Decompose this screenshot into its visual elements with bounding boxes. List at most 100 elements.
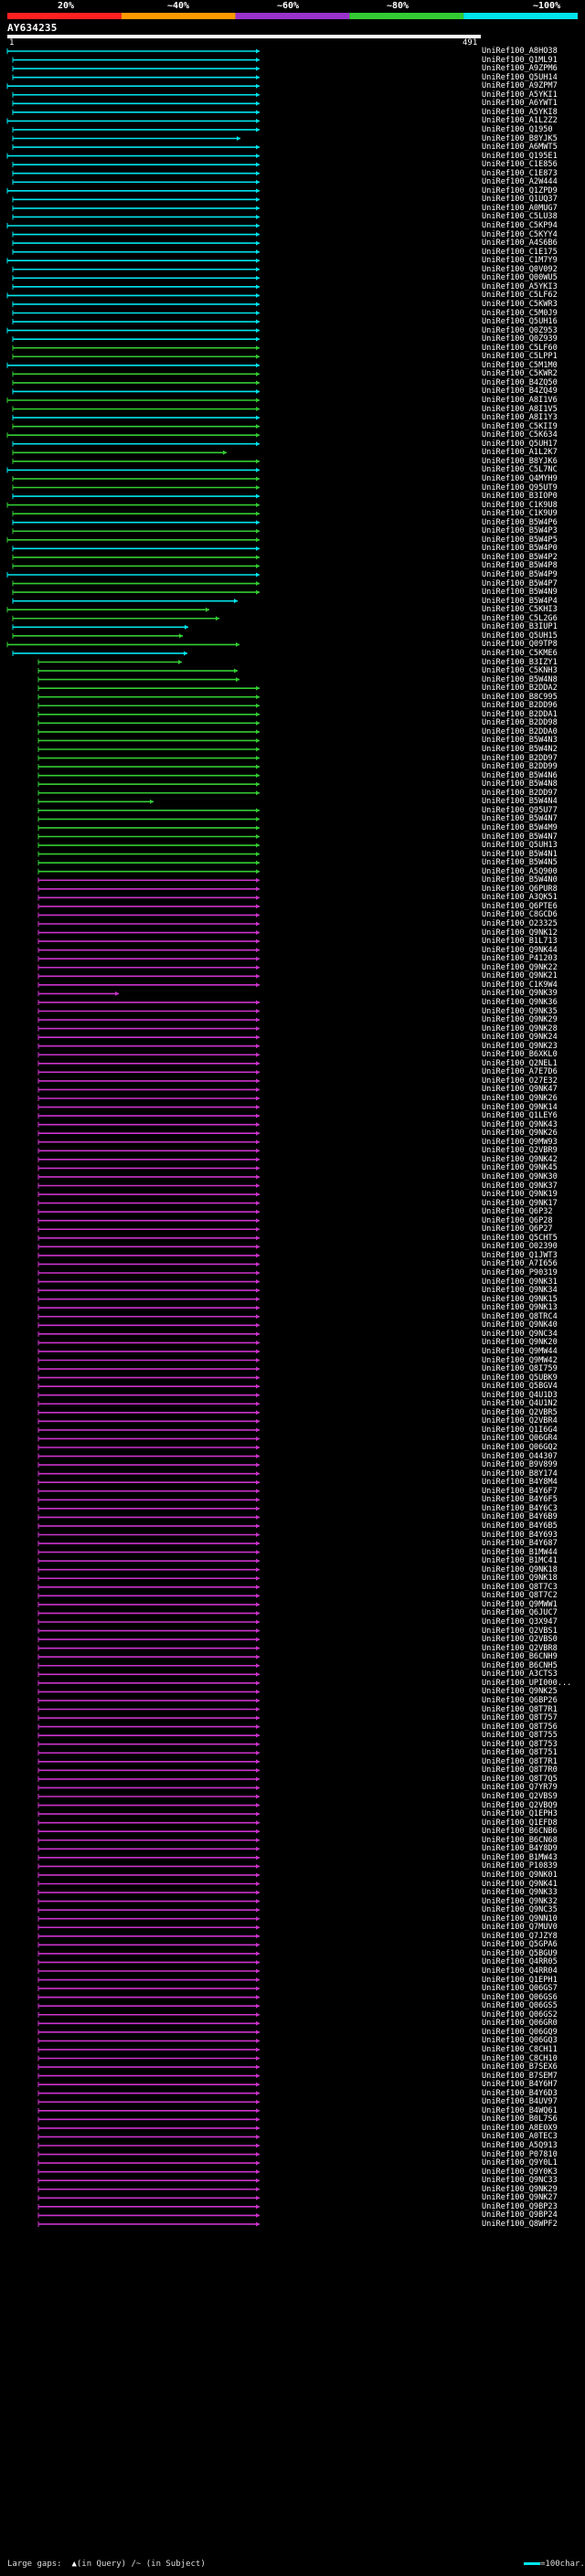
hit-label[interactable]: UniRef100_B5W4N7	[482, 832, 558, 842]
hit-label[interactable]: UniRef100_A8I1V5	[482, 404, 558, 414]
hit-label[interactable]: UniRef100_Q2NEL1	[482, 1058, 558, 1068]
hit-label[interactable]: UniRef100_C1M7Y9	[482, 256, 558, 266]
hit-label[interactable]: UniRef100_B5W4M9	[482, 822, 558, 832]
hit-label[interactable]: UniRef100_B6XKL0	[482, 1050, 558, 1060]
hit-label[interactable]: UniRef100_Q9NK32	[482, 1896, 558, 1906]
hit-label[interactable]: UniRef100_B4Y687	[482, 1539, 558, 1549]
hit-label[interactable]: UniRef100_A7E7D6	[482, 1067, 558, 1077]
hit-label[interactable]: UniRef100_Q9NK44	[482, 945, 558, 955]
hit-label[interactable]: UniRef100_C5K634	[482, 430, 558, 440]
hit-label[interactable]: UniRef100_Q5UH15	[482, 631, 558, 641]
hit-label[interactable]: UniRef100_Q2VBS0	[482, 1635, 558, 1645]
hit-label[interactable]: UniRef100_Q06GQ9	[482, 2027, 558, 2037]
hit-label[interactable]: UniRef100_Q7YR79	[482, 1783, 558, 1793]
hit-label[interactable]: UniRef100_Q5BGU9	[482, 1948, 558, 1958]
hit-label[interactable]: UniRef100_B4Y6H7	[482, 2080, 558, 2090]
hit-label[interactable]: UniRef100_Q9BP23	[482, 2201, 558, 2211]
hit-label[interactable]: UniRef100_B5W4N1	[482, 849, 558, 859]
hit-label[interactable]: UniRef100_A0TEC3	[482, 2132, 558, 2142]
hit-label[interactable]: UniRef100_Q2VBR9	[482, 1146, 558, 1156]
hit-label[interactable]: UniRef100_A5Q900	[482, 866, 558, 876]
hit-label[interactable]: UniRef100_B8YJK6	[482, 456, 558, 466]
hit-label[interactable]: UniRef100_Q5BGV4	[482, 1382, 558, 1392]
hit-label[interactable]: UniRef100_B5W4P7	[482, 578, 558, 588]
hit-label[interactable]: UniRef100_Q9NK12	[482, 928, 558, 938]
hit-label[interactable]: UniRef100_B3IZY1	[482, 657, 558, 667]
hit-label[interactable]: UniRef100_B4Y6C3	[482, 1503, 558, 1513]
hit-label[interactable]: UniRef100_Q06GQ3	[482, 2036, 558, 2046]
hit-label[interactable]: UniRef100_Q8T756	[482, 1722, 558, 1732]
hit-label[interactable]: UniRef100_Q6PUR8	[482, 884, 558, 894]
hit-label[interactable]: UniRef100_O02390	[482, 1242, 558, 1252]
hit-label[interactable]: UniRef100_A4S6B6	[482, 239, 558, 249]
hit-label[interactable]: UniRef100_Q0Z939	[482, 334, 558, 345]
hit-label[interactable]: UniRef100_A0MUG7	[482, 203, 558, 213]
hit-label[interactable]: UniRef100_Q9NK23	[482, 1041, 558, 1051]
hit-label[interactable]: UniRef100_Q1UQ37	[482, 195, 558, 205]
hit-label[interactable]: UniRef100_Q95U77	[482, 805, 558, 815]
hit-label[interactable]: UniRef100_Q06GS5	[482, 2001, 558, 2011]
hit-label[interactable]: UniRef100_A9ZPM7	[482, 81, 558, 91]
hit-label[interactable]: UniRef100_B4Y8D9	[482, 1844, 558, 1854]
hit-label[interactable]: UniRef100_Q6P27	[482, 1224, 553, 1235]
hit-label[interactable]: UniRef100_Q9NK31	[482, 1277, 558, 1287]
hit-label[interactable]: UniRef100_Q6P28	[482, 1215, 553, 1225]
hit-label[interactable]: UniRef100_C5KYY4	[482, 229, 558, 239]
hit-label[interactable]: UniRef100_Q1ZPD9	[482, 186, 558, 196]
hit-label[interactable]: UniRef100_Q9NK17	[482, 1198, 558, 1208]
hit-label[interactable]: UniRef100_Q9NK37	[482, 1181, 558, 1191]
hit-label[interactable]: UniRef100_O44307	[482, 1451, 558, 1461]
hit-label[interactable]: UniRef100_B2DD97	[482, 788, 558, 798]
hit-label[interactable]: UniRef100_B5W4P4	[482, 596, 558, 606]
hit-label[interactable]: UniRef100_Q2VBR5	[482, 1407, 558, 1417]
hit-label[interactable]: UniRef100_A7I656	[482, 1259, 558, 1269]
hit-label[interactable]: UniRef100_B1MC41	[482, 1556, 558, 1566]
hit-label[interactable]: UniRef100_B0L7S6	[482, 2115, 558, 2125]
hit-label[interactable]: UniRef100_C1K9U9	[482, 509, 558, 519]
hit-label[interactable]: UniRef100_Q06GS2	[482, 2009, 558, 2019]
hit-label[interactable]: UniRef100_A8I1V6	[482, 396, 558, 405]
hit-label[interactable]: UniRef100_Q9NK24	[482, 1033, 558, 1043]
hit-label[interactable]: UniRef100_B6CNH5	[482, 1660, 558, 1670]
hit-label[interactable]: UniRef100_B4UV97	[482, 2097, 558, 2107]
hit-label[interactable]: UniRef100_B4Y6B9	[482, 1512, 558, 1522]
hit-label[interactable]: UniRef100_B4Y6B5	[482, 1521, 558, 1531]
hit-label[interactable]: UniRef100_Q2VBS1	[482, 1626, 558, 1636]
hit-label[interactable]: UniRef100_Q1EFD8	[482, 1818, 558, 1828]
hit-label[interactable]: UniRef100_Q9BP24	[482, 2210, 558, 2221]
hit-label[interactable]: UniRef100_Q9NK13	[482, 1303, 558, 1313]
hit-label[interactable]: UniRef100_B7SEM7	[482, 2071, 558, 2081]
hit-label[interactable]: UniRef100_C5KWR2	[482, 369, 558, 379]
hit-label[interactable]: UniRef100_Q8T753	[482, 1739, 558, 1749]
hit-label[interactable]: UniRef100_B2DD96	[482, 701, 558, 711]
hit-label[interactable]: UniRef100_A8HO38	[482, 47, 558, 56]
hit-label[interactable]: UniRef100_B5W4P5	[482, 535, 558, 545]
hit-label[interactable]: UniRef100_Q8T7C2	[482, 1591, 558, 1601]
hit-label[interactable]: UniRef100_B5W4N0	[482, 875, 558, 885]
hit-label[interactable]: UniRef100_A8E0X9	[482, 2123, 558, 2133]
hit-label[interactable]: UniRef100_Q9NC33	[482, 2176, 558, 2186]
hit-label[interactable]: UniRef100_C5L2G6	[482, 613, 558, 623]
hit-label[interactable]: UniRef100_C5LF60	[482, 343, 558, 353]
hit-label[interactable]: UniRef100_Q9NK18	[482, 1564, 558, 1574]
hit-label[interactable]: UniRef100_Q7JZY8	[482, 1931, 558, 1941]
hit-label[interactable]: UniRef100_Q9NK43	[482, 1119, 558, 1129]
hit-label[interactable]: UniRef100_Q9Y0K3	[482, 2167, 558, 2177]
hit-label[interactable]: UniRef100_Q9MW44	[482, 1346, 558, 1356]
hit-label[interactable]: UniRef100_Q9NK27	[482, 2193, 558, 2203]
hit-label[interactable]: UniRef100_Q9Y0L1	[482, 2158, 558, 2168]
hit-label[interactable]: UniRef100_B5W4N8	[482, 779, 558, 790]
hit-label[interactable]: UniRef100_Q9NK26	[482, 1129, 558, 1139]
hit-label[interactable]: UniRef100_B4Y693	[482, 1530, 558, 1540]
hit-label[interactable]: UniRef100_Q4RR05	[482, 1957, 558, 1967]
hit-label[interactable]: UniRef100_Q0V092	[482, 264, 558, 274]
hit-label[interactable]: UniRef100_Q06GS6	[482, 1992, 558, 2002]
hit-label[interactable]: UniRef100_Q9NK41	[482, 1879, 558, 1889]
hit-label[interactable]: UniRef100_Q9NK15	[482, 1294, 558, 1304]
hit-label[interactable]: UniRef100_B2DD99	[482, 762, 558, 772]
hit-label[interactable]: UniRef100_B6CNB6	[482, 1827, 558, 1837]
hit-label[interactable]: UniRef100_C5KII9	[482, 421, 558, 431]
hit-label[interactable]: UniRef100_Q9NK42	[482, 1154, 558, 1164]
hit-label[interactable]: UniRef100_B4WQ61	[482, 2105, 558, 2115]
hit-label[interactable]: UniRef100_B5W4P2	[482, 552, 558, 562]
